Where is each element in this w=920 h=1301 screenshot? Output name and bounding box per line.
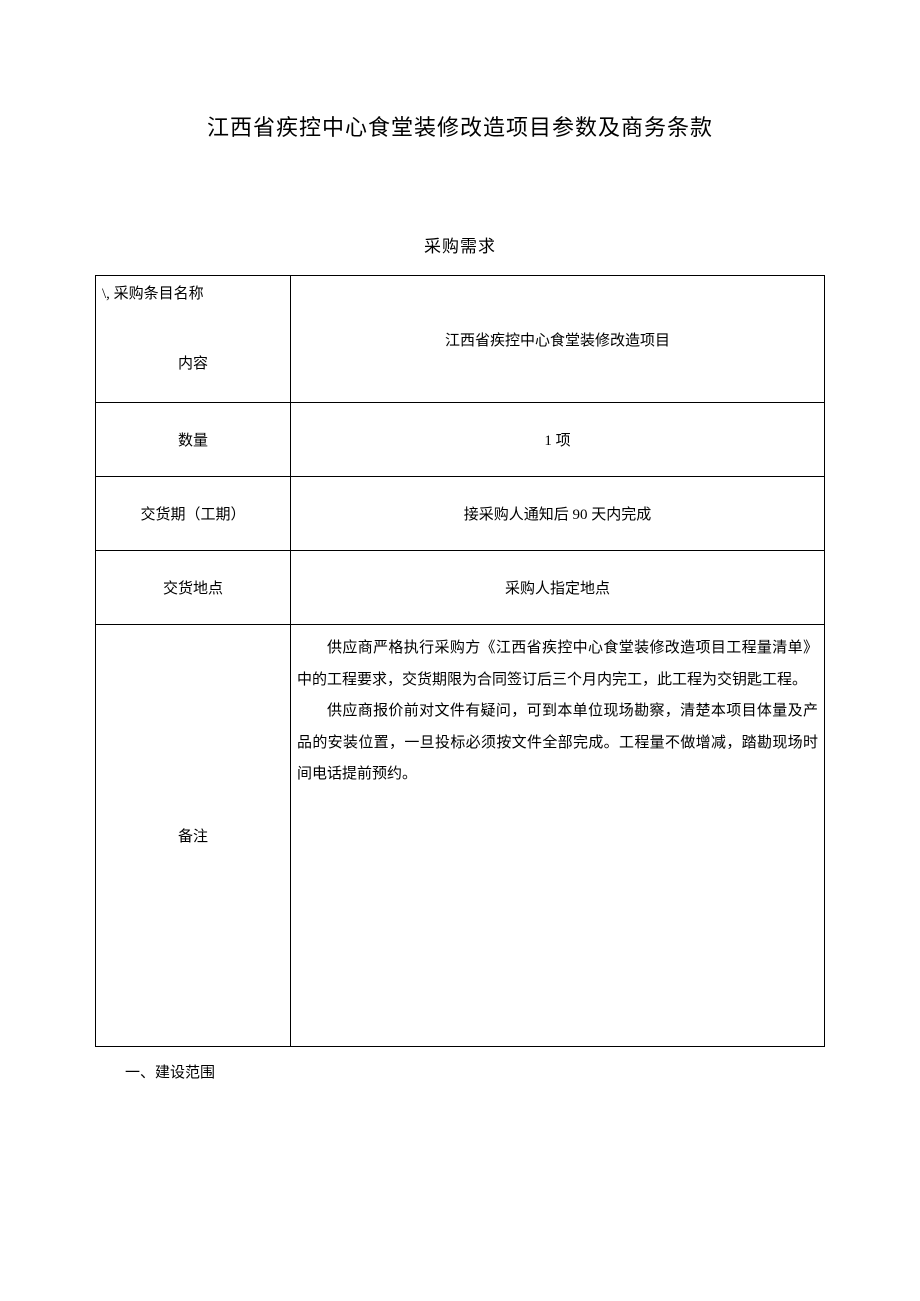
document-title: 江西省疾控中心食堂装修改造项目参数及商务条款: [95, 110, 825, 142]
table-row: 备注 供应商严格执行采购方《江西省疾控中心食堂装修改造项目工程量清单》中的工程要…: [96, 625, 825, 1047]
section-heading: 一、建设范围: [95, 1061, 825, 1082]
header-top-label: \, 采购条目名称: [102, 282, 204, 303]
remarks-paragraph: 供应商报价前对文件有疑问，可到本单位现场勘察，清楚本项目体量及产品的安装位置，一…: [297, 696, 818, 791]
delivery-location-label: 交货地点: [96, 551, 291, 625]
remarks-paragraph: 供应商严格执行采购方《江西省疾控中心食堂装修改造项目工程量清单》中的工程要求，交…: [297, 633, 818, 696]
remarks-label: 备注: [96, 625, 291, 1047]
table-row: 数量 1 项: [96, 403, 825, 477]
remarks-value: 供应商严格执行采购方《江西省疾控中心食堂装修改造项目工程量清单》中的工程要求，交…: [291, 625, 825, 1047]
document-subtitle: 采购需求: [95, 232, 825, 257]
content-value: 江西省疾控中心食堂装修改造项目: [291, 276, 825, 403]
delivery-period-value: 接采购人通知后 90 天内完成: [291, 477, 825, 551]
quantity-value: 1 项: [291, 403, 825, 477]
delivery-period-label: 交货期（工期）: [96, 477, 291, 551]
table-row: 交货期（工期） 接采购人通知后 90 天内完成: [96, 477, 825, 551]
table-row: 交货地点 采购人指定地点: [96, 551, 825, 625]
delivery-location-value: 采购人指定地点: [291, 551, 825, 625]
header-bottom-label: 内容: [96, 352, 290, 373]
requirements-table: \, 采购条目名称 内容 江西省疾控中心食堂装修改造项目 数量 1 项 交货期（…: [95, 275, 825, 1047]
header-cell: \, 采购条目名称 内容: [96, 276, 291, 403]
quantity-label: 数量: [96, 403, 291, 477]
table-row: \, 采购条目名称 内容 江西省疾控中心食堂装修改造项目: [96, 276, 825, 403]
